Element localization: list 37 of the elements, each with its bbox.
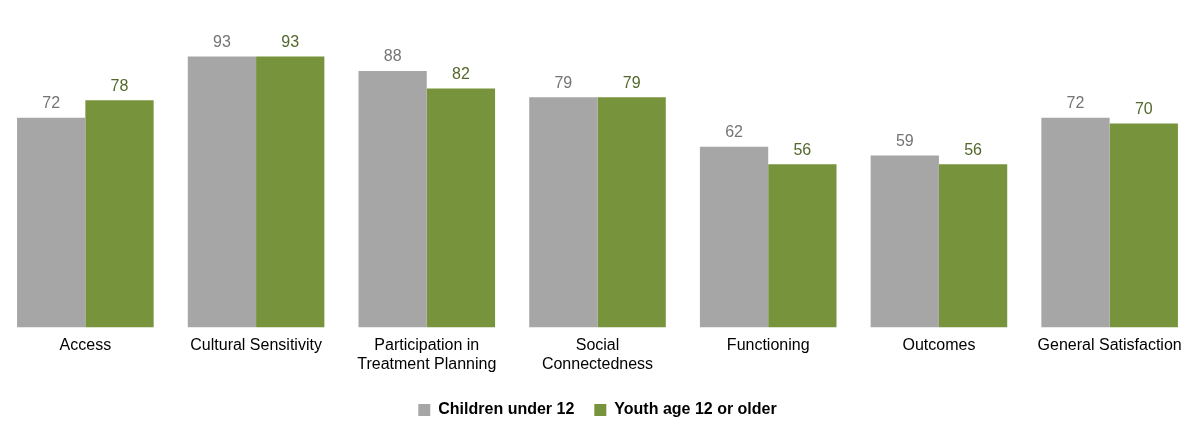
data-label: 78 bbox=[110, 76, 129, 94]
bar bbox=[426, 88, 496, 328]
bar bbox=[529, 97, 598, 328]
data-label: 56 bbox=[964, 140, 983, 158]
legend-label: Youth age 12 or older bbox=[614, 400, 777, 418]
x-tick-label: Outcomes bbox=[902, 335, 976, 353]
bar bbox=[768, 164, 837, 328]
data-label: 62 bbox=[725, 123, 744, 141]
bar bbox=[870, 155, 939, 328]
bar bbox=[1041, 117, 1110, 328]
data-label: 82 bbox=[452, 64, 470, 82]
x-tick-label: Cultural Sensitivity bbox=[190, 335, 322, 353]
data-label: 70 bbox=[1134, 99, 1153, 117]
bar bbox=[85, 100, 154, 328]
bar bbox=[187, 56, 257, 328]
data-label: 72 bbox=[1066, 94, 1085, 112]
x-tick-label: Participation in Treatment Planning bbox=[357, 335, 497, 372]
data-label: 93 bbox=[213, 32, 231, 50]
data-label: 72 bbox=[42, 94, 61, 112]
x-tick-label: Functioning bbox=[726, 335, 810, 353]
x-tick-label: Social Connectedness bbox=[541, 335, 654, 372]
legend-label: Children under 12 bbox=[438, 400, 575, 418]
x-tick-label: General Satisfaction bbox=[1037, 335, 1182, 353]
bar bbox=[699, 146, 769, 328]
bar bbox=[256, 56, 325, 328]
bar bbox=[17, 117, 86, 328]
data-label: 79 bbox=[554, 73, 573, 91]
data-label: 93 bbox=[281, 32, 300, 50]
bar bbox=[358, 70, 427, 328]
data-label: 79 bbox=[622, 73, 641, 91]
x-tick-label: Access bbox=[59, 335, 112, 353]
data-label: 88 bbox=[383, 47, 402, 65]
bar bbox=[597, 97, 666, 328]
bar bbox=[938, 164, 1008, 328]
data-label: 59 bbox=[895, 131, 914, 149]
bar bbox=[1109, 123, 1178, 328]
data-label: 56 bbox=[793, 140, 812, 158]
